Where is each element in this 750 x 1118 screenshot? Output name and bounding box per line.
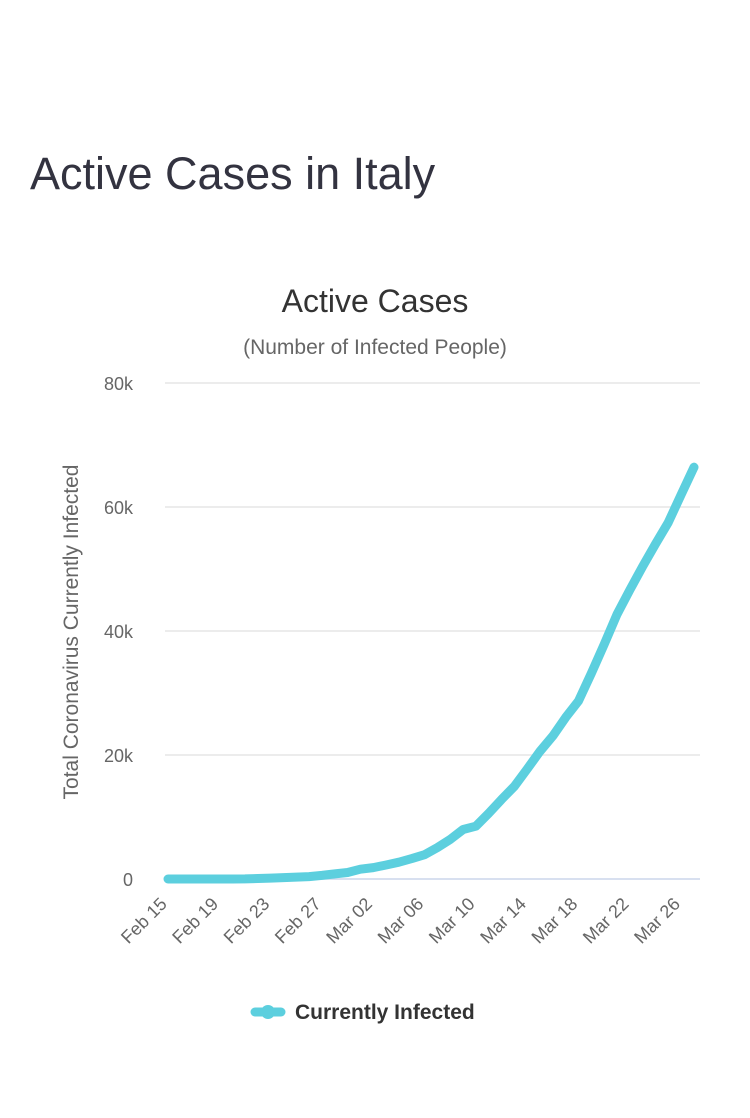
data-point[interactable] [393, 856, 405, 868]
data-point[interactable] [662, 516, 674, 528]
data-point[interactable] [598, 638, 610, 650]
x-tick-label: Feb 15 [117, 894, 171, 948]
x-tick-label: Mar 02 [322, 894, 376, 948]
data-point[interactable] [316, 869, 328, 881]
data-point[interactable] [573, 695, 585, 707]
data-point[interactable] [380, 859, 392, 871]
data-point[interactable] [560, 711, 572, 723]
data-point[interactable] [624, 584, 636, 596]
data-point[interactable] [521, 763, 533, 775]
x-tick-label: Mar 10 [425, 894, 479, 948]
data-point[interactable] [534, 745, 546, 757]
data-point[interactable] [354, 863, 366, 875]
chart-subtitle: (Number of Infected People) [243, 336, 507, 359]
data-point[interactable] [406, 853, 418, 865]
legend[interactable]: Currently Infected [250, 1001, 475, 1024]
chart-title: Active Cases [282, 283, 469, 319]
y-tick-label: 60k [104, 498, 134, 518]
data-point[interactable] [213, 873, 225, 885]
x-tick-label: Feb 23 [220, 894, 274, 948]
data-point[interactable] [303, 871, 315, 883]
data-point[interactable] [457, 824, 469, 836]
data-point[interactable] [470, 820, 482, 832]
data-point[interactable] [175, 873, 187, 885]
data-point[interactable] [342, 867, 354, 879]
grid-lines [165, 382, 700, 880]
y-tick-label: 80k [104, 374, 134, 394]
data-point[interactable] [239, 873, 251, 885]
x-tick-label: Mar 06 [374, 894, 428, 948]
legend-marker [261, 1005, 275, 1019]
x-tick-label: Mar 18 [528, 894, 582, 948]
data-point[interactable] [675, 489, 687, 501]
data-point[interactable] [688, 461, 700, 473]
x-tick-label: Mar 14 [476, 894, 530, 948]
data-point[interactable] [637, 560, 649, 572]
x-tick-label: Mar 26 [630, 894, 684, 948]
data-point[interactable] [188, 873, 200, 885]
data-point[interactable] [483, 807, 495, 819]
data-point[interactable] [585, 667, 597, 679]
x-tick-label: Feb 27 [271, 894, 325, 948]
y-tick-label: 0 [123, 870, 133, 890]
data-point[interactable] [201, 873, 213, 885]
data-point[interactable] [431, 842, 443, 854]
x-tick-label: Mar 22 [579, 894, 633, 948]
data-point[interactable] [329, 868, 341, 880]
legend-label-currently-infected[interactable]: Currently Infected [295, 1001, 475, 1024]
data-point[interactable] [611, 608, 623, 620]
y-tick-label: 20k [104, 746, 134, 766]
data-point[interactable] [162, 873, 174, 885]
y-axis-label: Total Coronavirus Currently Infected [60, 465, 83, 800]
data-point[interactable] [265, 872, 277, 884]
data-point[interactable] [252, 873, 264, 885]
data-point[interactable] [226, 873, 238, 885]
data-point[interactable] [278, 872, 290, 884]
data-point[interactable] [496, 793, 508, 805]
data-point[interactable] [444, 833, 456, 845]
y-tick-label: 40k [104, 622, 134, 642]
y-tick-labels: 0 20k 40k 60k 80k [104, 374, 134, 890]
data-point[interactable] [508, 780, 520, 792]
data-point[interactable] [547, 730, 559, 742]
series-group [162, 461, 700, 885]
series-line-currently-infected[interactable] [163, 462, 699, 884]
x-tick-label: Feb 19 [168, 894, 222, 948]
page-heading: Active Cases in Italy [30, 148, 436, 199]
data-point[interactable] [419, 849, 431, 861]
data-point[interactable] [367, 862, 379, 874]
data-point[interactable] [650, 538, 662, 550]
data-point[interactable] [290, 871, 302, 883]
